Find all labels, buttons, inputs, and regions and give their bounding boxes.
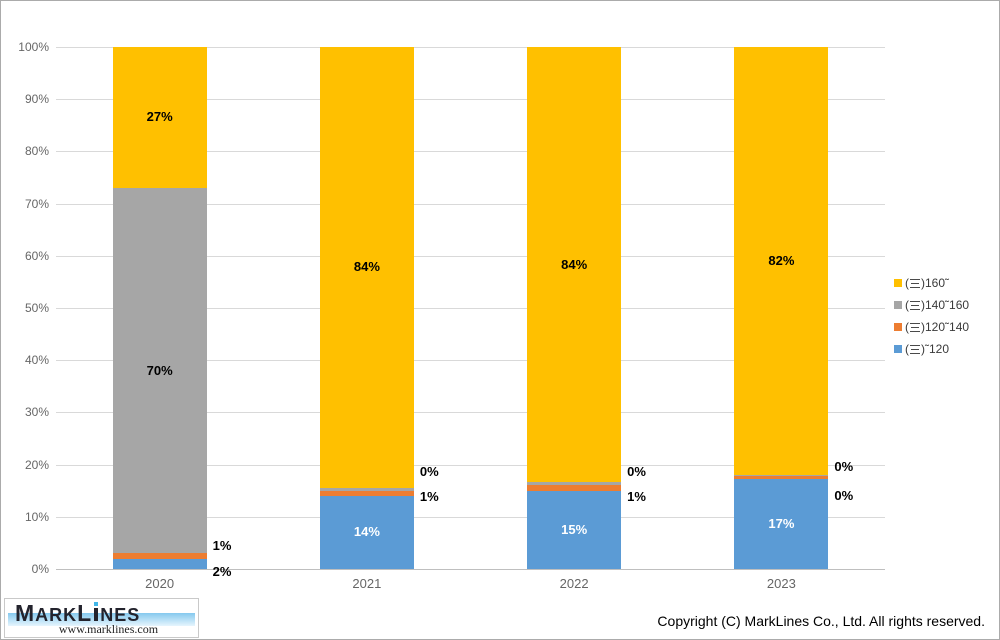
data-label-inside: 17% [768, 515, 795, 531]
data-label-outside: 0% [834, 459, 854, 475]
y-axis-tick-label: 60% [24, 248, 49, 263]
logo-gradient-band [8, 613, 195, 626]
gridline [56, 47, 885, 48]
bar-2022: 15% 84% [527, 47, 622, 569]
legend-paren-open: ( [905, 276, 909, 290]
data-label-outside: 0% [834, 487, 854, 503]
legend-color-swatch [894, 301, 902, 309]
data-label-outside: 1% [627, 488, 646, 504]
legend-paren-open: ( [905, 342, 909, 356]
data-label-inside: 15% [561, 521, 588, 537]
data-label-inside: 14% [353, 524, 380, 540]
chart-legend: () 160˜() 140˜160() 120˜140() ˜120 [894, 272, 969, 360]
legend-paren-close: ) [921, 276, 925, 290]
segment-˜120: 14% [319, 495, 414, 569]
data-label-outside: 1% [419, 488, 439, 504]
kanji-three-glyph [910, 278, 920, 289]
y-axis-tick-label: 90% [24, 92, 49, 107]
gridline [56, 151, 885, 153]
segment-160˜: 82% [734, 47, 829, 476]
legend-item: () 140˜160 [894, 294, 969, 316]
kanji-three-glyph [910, 344, 920, 355]
legend-paren-close: ) [921, 298, 925, 312]
segment-120˜140 [527, 485, 622, 491]
data-label-inside: 27% [146, 109, 173, 125]
legend-item: () 120˜140 [894, 316, 969, 338]
logo-letters: ARK [35, 605, 78, 625]
legend-item: () 160˜ [894, 272, 969, 294]
legend-item: () ˜120 [894, 338, 969, 360]
logo-website-text: www.marklines.com [58, 622, 159, 636]
y-axis-tick-label: 20% [24, 457, 49, 472]
segment-120˜140 [734, 476, 829, 479]
segment-140˜160 [527, 482, 622, 486]
data-label-inside: 70% [146, 362, 173, 378]
segment-160˜: 27% [112, 47, 207, 188]
y-axis-tick-label: 30% [24, 405, 49, 420]
gridline [56, 516, 885, 518]
kanji-three-glyph [910, 300, 920, 311]
kanji-three-glyph [910, 322, 920, 333]
legend-paren-open: ( [905, 298, 909, 312]
data-label-inside: 84% [353, 259, 380, 275]
gridline [56, 412, 885, 414]
copyright-text: Copyright (C) MarkLines Co., Ltd. All ri… [657, 613, 985, 629]
legend-range-label: 140˜160 [925, 298, 970, 312]
y-axis-tick-label: 10% [24, 509, 49, 524]
logo-letters: NES [100, 605, 141, 625]
x-axis-category-label: 2021 [352, 576, 382, 591]
segment-140˜160: 70% [112, 187, 207, 554]
segment-˜120 [112, 558, 207, 569]
legend-range-label: 160˜ [925, 276, 950, 290]
y-axis-tick-label: 80% [24, 144, 49, 159]
segment-˜120: 17% [734, 478, 829, 569]
segment-˜120: 15% [527, 490, 622, 569]
segment-160˜: 84% [527, 47, 622, 483]
data-label-outside: 0% [627, 463, 646, 479]
x-axis-category-label: 2023 [766, 576, 796, 591]
segment-120˜140 [112, 553, 207, 559]
legend-color-swatch [894, 345, 902, 353]
data-label-outside: 0% [419, 463, 439, 479]
legend-range-label: 120˜140 [925, 320, 970, 334]
bar-2021: 14% 84% [319, 47, 414, 569]
y-axis-tick-label: 0% [31, 562, 49, 576]
segment-140˜160 [319, 487, 414, 491]
data-label-outside: 2% [212, 564, 232, 580]
legend-range-label: ˜120 [925, 342, 950, 356]
logo-wordmark: MARKL NES [15, 600, 140, 630]
legend-paren-close: ) [921, 342, 925, 356]
legend-paren-open: ( [905, 320, 909, 334]
segment-140˜160 [734, 475, 829, 477]
logo-i-glyph [94, 602, 99, 621]
data-label-inside: 84% [561, 256, 588, 272]
bar-2020: 70% 27% [112, 47, 207, 569]
segment-120˜140 [319, 490, 414, 496]
marklines-logo: MARKL NES www.marklines.com [4, 598, 199, 638]
x-axis-category-label: 2020 [145, 576, 175, 591]
gridline [56, 308, 885, 309]
gridline [56, 360, 885, 362]
x-axis-category-label: 2022 [559, 576, 589, 591]
gridline [56, 99, 885, 101]
y-axis-tick-label: 70% [24, 196, 49, 211]
data-label-outside: 1% [212, 538, 232, 554]
legend-color-swatch [894, 279, 902, 287]
segment-160˜: 84% [319, 47, 414, 488]
gridline [56, 464, 885, 466]
bar-2023: 17% 82% [734, 47, 829, 569]
y-axis-tick-label: 40% [24, 353, 49, 368]
legend-paren-close: ) [921, 320, 925, 334]
y-axis-tick-label: 50% [24, 301, 49, 315]
legend-color-swatch [894, 323, 902, 331]
gridline [56, 255, 885, 257]
logo-letter: M [15, 600, 36, 626]
y-axis-tick-label: 100% [18, 40, 49, 54]
data-label-inside: 82% [768, 253, 795, 269]
gridline [56, 203, 885, 205]
logo-i-dot [94, 602, 99, 606]
logo-letter: L [77, 600, 93, 626]
x-axis-line [56, 569, 885, 570]
